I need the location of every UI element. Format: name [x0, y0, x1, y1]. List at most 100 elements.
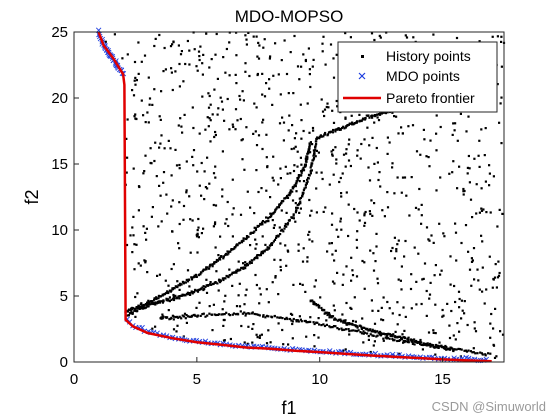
history-point — [196, 314, 200, 317]
history-point — [315, 149, 318, 152]
history-point — [217, 107, 220, 110]
history-point — [311, 299, 314, 302]
history-point — [159, 142, 162, 145]
history-point — [146, 305, 149, 308]
history-point — [246, 342, 249, 345]
history-point — [376, 334, 379, 337]
history-point — [226, 250, 229, 253]
history-point — [148, 301, 151, 304]
history-point — [287, 343, 290, 346]
history-point — [235, 31, 238, 34]
history-point — [269, 55, 272, 58]
history-point — [243, 168, 246, 171]
history-point — [481, 353, 484, 356]
history-point — [326, 313, 329, 317]
history-point — [223, 313, 226, 316]
history-point — [478, 139, 481, 142]
history-point — [162, 171, 166, 174]
history-point — [414, 206, 418, 209]
history-point — [458, 330, 461, 333]
history-point — [311, 240, 314, 243]
history-point — [351, 274, 355, 277]
history-point — [246, 264, 249, 267]
history-point — [214, 281, 217, 284]
history-point — [342, 321, 345, 324]
history-point — [176, 280, 179, 283]
history-point — [355, 330, 359, 333]
history-point — [271, 219, 274, 222]
history-point — [312, 157, 316, 160]
history-point — [283, 227, 286, 230]
history-point — [144, 303, 147, 306]
history-point — [313, 322, 316, 326]
history-point — [294, 185, 297, 188]
history-point — [149, 147, 152, 150]
history-point — [345, 328, 348, 331]
history-point — [257, 224, 260, 228]
history-point — [438, 345, 441, 348]
history-point — [494, 307, 497, 310]
history-point — [409, 287, 413, 291]
history-point — [327, 311, 331, 315]
history-point — [186, 39, 189, 43]
history-point — [265, 220, 268, 223]
history-point — [462, 187, 465, 191]
history-point — [239, 213, 243, 216]
history-point — [247, 312, 250, 315]
history-point — [405, 194, 408, 197]
history-point — [469, 198, 473, 201]
history-point — [126, 118, 129, 121]
history-point — [231, 271, 234, 274]
history-point — [300, 174, 303, 177]
history-point — [354, 320, 357, 323]
history-point — [378, 34, 381, 37]
history-point — [413, 343, 416, 346]
history-point — [134, 295, 137, 299]
history-point — [310, 164, 313, 167]
history-point — [410, 307, 413, 310]
history-point — [215, 32, 218, 36]
history-point — [104, 40, 107, 43]
history-point — [178, 282, 182, 285]
history-point — [425, 343, 428, 347]
history-point — [157, 225, 160, 228]
history-point — [318, 135, 321, 138]
history-point — [163, 147, 166, 150]
history-point — [167, 284, 170, 287]
history-point — [284, 244, 287, 247]
history-point — [219, 235, 222, 238]
history-point — [193, 48, 196, 51]
history-point — [300, 171, 303, 174]
history-point — [178, 222, 181, 226]
history-point — [228, 128, 231, 131]
history-point — [142, 114, 145, 117]
history-point — [154, 325, 157, 328]
history-point — [356, 120, 359, 123]
history-point — [263, 95, 267, 98]
history-point — [327, 106, 330, 109]
history-point — [339, 319, 342, 322]
history-point — [344, 348, 347, 351]
history-point — [363, 212, 366, 215]
history-point — [403, 255, 406, 258]
history-point — [285, 264, 288, 267]
history-point — [379, 334, 382, 337]
history-point — [260, 187, 263, 190]
history-point — [164, 279, 167, 282]
history-point — [246, 236, 249, 239]
history-point — [302, 169, 306, 172]
history-point — [235, 305, 239, 308]
history-point — [231, 123, 234, 126]
history-point — [325, 323, 328, 326]
history-point — [250, 261, 253, 264]
history-point — [304, 186, 307, 189]
history-point — [340, 228, 343, 231]
history-point — [337, 235, 340, 238]
history-point — [235, 54, 238, 57]
history-point — [272, 74, 275, 77]
history-point — [238, 241, 241, 244]
history-point — [363, 326, 366, 329]
history-point — [382, 332, 385, 335]
history-point — [235, 271, 238, 274]
